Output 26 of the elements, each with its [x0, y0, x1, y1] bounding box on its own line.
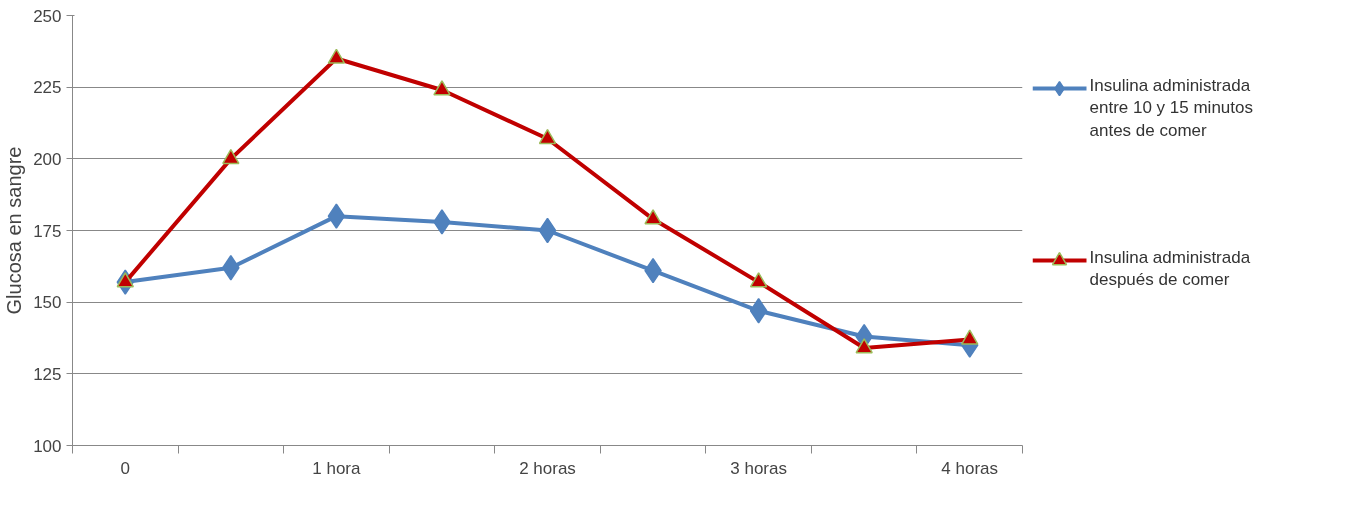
point	[327, 48, 346, 64]
legend-label: Insulina administrada entre 10 y 15 minutos antes de comer	[1089, 75, 1253, 141]
y-tick-label: 175	[33, 221, 62, 241]
point	[538, 128, 557, 145]
y-tick-label: 225	[33, 78, 62, 98]
point	[433, 80, 451, 96]
y-tick-label: 100	[33, 436, 62, 456]
point	[116, 272, 135, 288]
x-tick-label: 1 hora	[312, 458, 362, 478]
point	[855, 338, 873, 354]
legend-label: Insulina administrada después de comer	[1089, 247, 1251, 290]
point	[222, 148, 240, 165]
y-tick-label: 200	[33, 149, 62, 169]
x-tick-label: 4 horas	[941, 458, 999, 478]
point	[538, 217, 557, 244]
point	[327, 203, 346, 229]
x-tick-label: 2 horas	[519, 458, 576, 478]
y-tick-label: 250	[33, 6, 62, 26]
y-tick-label: 150	[33, 293, 62, 313]
point	[749, 298, 768, 324]
y-tick-label: 125	[33, 364, 62, 384]
x-tick-label: 3 horas	[730, 458, 787, 478]
point	[749, 272, 768, 288]
point	[644, 209, 662, 225]
y-axis-title: Glucosa en sangre	[3, 146, 26, 315]
x-tick-label: 0	[120, 458, 131, 478]
